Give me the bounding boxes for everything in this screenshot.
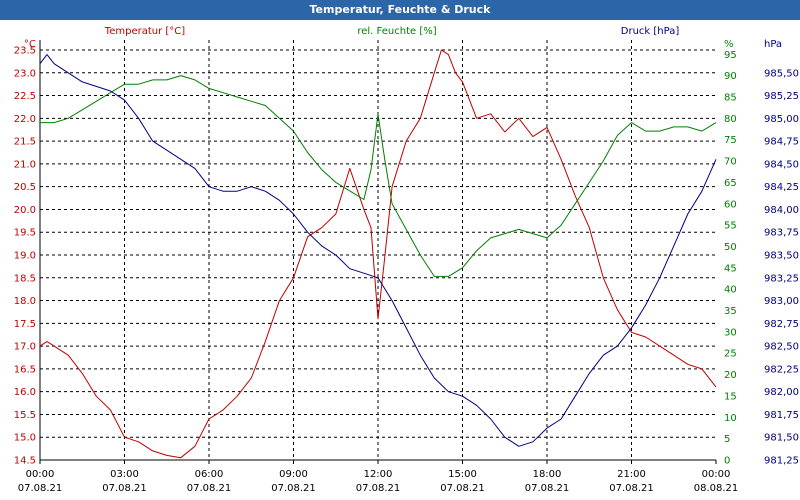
temperature-tick-label: 21.0: [14, 159, 36, 170]
humidity-tick-label: 80: [724, 114, 737, 125]
temperature-tick-label: 18.5: [14, 273, 36, 284]
pressure-tick-label: 983,00: [764, 296, 799, 307]
temperature-tick-label: 20.0: [14, 205, 36, 216]
pressure-tick-label: 982,50: [764, 342, 799, 353]
humidity-tick-label: 25: [724, 349, 737, 360]
temperature-tick-label: 23.0: [14, 68, 36, 79]
x-tick-date: 07.08.21: [18, 483, 63, 494]
humidity-tick-label: 75: [724, 135, 737, 146]
pressure-tick-label: 982,00: [764, 387, 799, 398]
humidity-tick-label: 65: [724, 178, 737, 189]
temperature-tick-label: 16.5: [14, 364, 36, 375]
chart-title: Temperatur, Feuchte & Druck: [0, 0, 800, 20]
pressure-tick-label: 983,50: [764, 251, 799, 262]
pressure-tick-label: 981,50: [764, 433, 799, 444]
temperature-tick-label: 20.5: [14, 182, 36, 193]
temperature-tick-label: 22.0: [14, 114, 36, 125]
humidity-axis-label: rel. Feuchte [%]: [357, 26, 436, 37]
x-tick-time: 18:00: [533, 469, 562, 480]
humidity-tick-label: 5: [724, 434, 730, 445]
humidity-unit: %: [724, 39, 734, 50]
temperature-tick-label: 15.0: [14, 433, 36, 444]
humidity-tick-label: 10: [724, 413, 737, 424]
x-tick-time: 15:00: [448, 469, 477, 480]
x-tick-date: 08.08.21: [694, 483, 739, 494]
x-tick-time: 06:00: [195, 469, 224, 480]
pressure-series-line: [39, 54, 717, 447]
temperature-tick-label: 19.0: [14, 251, 36, 262]
pressure-tick-label: 982,25: [764, 364, 799, 375]
x-tick-date: 07.08.21: [356, 483, 401, 494]
pressure-tick-label: 984,00: [764, 205, 799, 216]
x-tick-time: 12:00: [364, 469, 393, 480]
humidity-tick-label: 45: [724, 263, 737, 274]
temperature-tick-label: 19.5: [14, 228, 36, 239]
humidity-tick-label: 0: [724, 456, 730, 467]
temperature-tick-label: 21.5: [14, 137, 36, 148]
x-tick-date: 07.08.21: [609, 483, 654, 494]
x-tick-date: 07.08.21: [187, 483, 232, 494]
x-tick-time: 21:00: [617, 469, 646, 480]
temperature-tick-label: 17.0: [14, 342, 36, 353]
humidity-tick-label: 90: [724, 71, 737, 82]
x-tick-time: 00:00: [26, 469, 55, 480]
pressure-tick-label: 984,50: [764, 159, 799, 170]
humidity-tick-label: 60: [724, 199, 737, 210]
x-tick-date: 07.08.21: [271, 483, 316, 494]
x-tick-time: 09:00: [279, 469, 308, 480]
x-tick-date: 07.08.21: [102, 483, 147, 494]
pressure-tick-label: 985,50: [764, 68, 799, 79]
pressure-tick-label: 985,00: [764, 114, 799, 125]
pressure-tick-label: 984,75: [764, 137, 799, 148]
temperature-tick-label: 14.5: [14, 456, 36, 467]
pressure-tick-label: 981,75: [764, 410, 799, 421]
pressure-tick-label: 985,25: [764, 91, 799, 102]
humidity-tick-label: 30: [724, 327, 737, 338]
humidity-tick-label: 40: [724, 285, 737, 296]
humidity-tick-label: 85: [724, 92, 737, 103]
pressure-tick-label: 983,25: [764, 273, 799, 284]
temperature-tick-label: 22.5: [14, 91, 36, 102]
humidity-tick-label: 50: [724, 242, 737, 253]
temperature-unit: °C: [24, 39, 36, 50]
temperature-axis-label: Temperatur [°C]: [104, 26, 185, 37]
temperature-tick-label: 17.5: [14, 319, 36, 330]
x-tick-date: 07.08.21: [440, 483, 485, 494]
temperature-series-line: [39, 49, 717, 459]
humidity-tick-label: 95: [724, 50, 737, 61]
humidity-tick-label: 20: [724, 370, 737, 381]
temperature-tick-label: 18.0: [14, 296, 36, 307]
temperature-tick-label: 23.5: [14, 46, 36, 57]
humidity-tick-label: 55: [724, 221, 737, 232]
humidity-tick-label: 70: [724, 157, 737, 168]
axis-ticks: 00:00 07.08.21 03:00 07.08.21 06:00 07.08.21 0…: [14, 46, 799, 495]
x-tick-time: 00:00: [702, 469, 731, 480]
pressure-tick-label: 981,25: [764, 456, 799, 467]
humidity-tick-label: 35: [724, 306, 737, 317]
series-lines: [39, 49, 717, 459]
temperature-tick-label: 16.0: [14, 387, 36, 398]
pressure-axis-label: Druck [hPa]: [621, 26, 680, 37]
grid: [40, 40, 716, 461]
humidity-series-line: [40, 75, 717, 277]
humidity-tick-label: 15: [724, 391, 737, 402]
pressure-unit: hPa: [764, 39, 782, 50]
temperature-tick-label: 15.5: [14, 410, 36, 421]
pressure-tick-label: 982,75: [764, 319, 799, 330]
pressure-tick-label: 984,25: [764, 182, 799, 193]
x-tick-time: 03:00: [110, 469, 139, 480]
pressure-tick-label: 983,75: [764, 228, 799, 239]
x-tick-date: 07.08.21: [525, 483, 570, 494]
